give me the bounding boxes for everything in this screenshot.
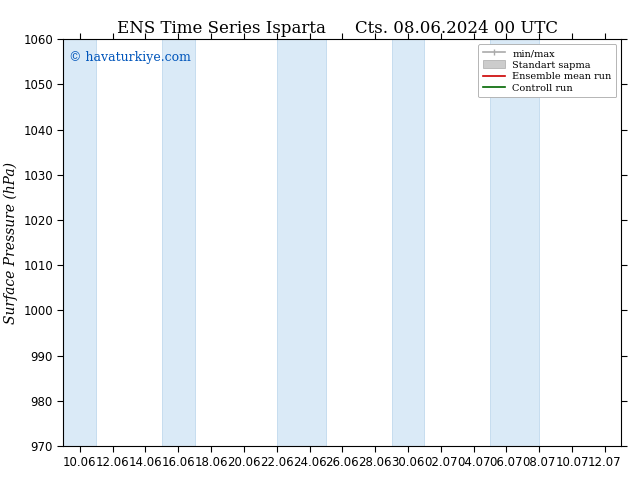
Text: ENS Time Series Isparta: ENS Time Series Isparta — [117, 20, 327, 37]
Text: Cts. 08.06.2024 00 UTC: Cts. 08.06.2024 00 UTC — [355, 20, 558, 37]
Y-axis label: Surface Pressure (hPa): Surface Pressure (hPa) — [3, 162, 18, 323]
Bar — [63, 39, 96, 446]
Bar — [392, 39, 424, 446]
Bar — [490, 39, 540, 446]
Legend: min/max, Standart sapma, Ensemble mean run, Controll run: min/max, Standart sapma, Ensemble mean r… — [478, 44, 616, 98]
Bar — [276, 39, 326, 446]
Bar — [162, 39, 195, 446]
Text: © havaturkiye.com: © havaturkiye.com — [69, 51, 191, 64]
